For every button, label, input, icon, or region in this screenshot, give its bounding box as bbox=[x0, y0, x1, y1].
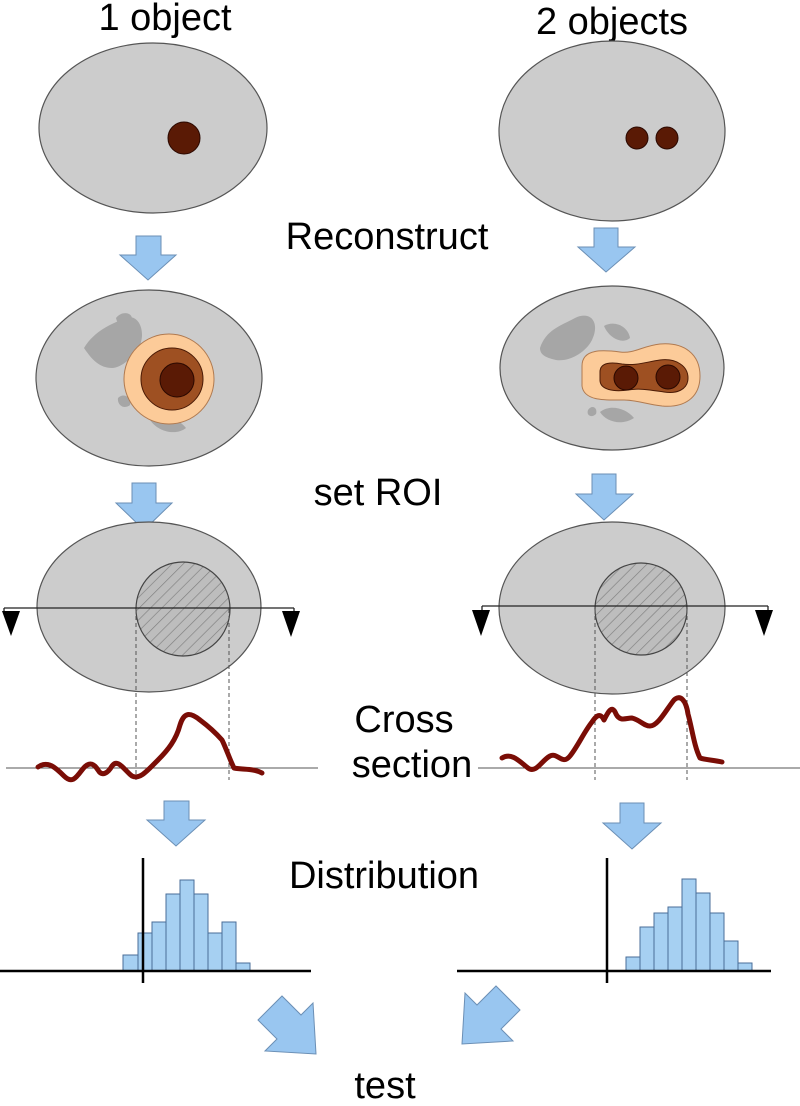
left-column-title: 1 object bbox=[98, 0, 232, 39]
right-hist-bar-2 bbox=[639, 926, 655, 972]
left-hist-bar-6 bbox=[193, 893, 209, 972]
left-reconstructed-phantom bbox=[35, 289, 263, 467]
right-hist-bar-6 bbox=[695, 892, 711, 972]
right-marker-start bbox=[472, 610, 490, 636]
right-reconstructed-phantom bbox=[499, 285, 725, 451]
left-object bbox=[167, 121, 201, 155]
right-recon-core-1 bbox=[613, 365, 639, 391]
down-arrow-right-3 bbox=[601, 802, 663, 850]
left-roi-circle bbox=[135, 561, 231, 657]
left-recon-shadow-2 bbox=[116, 313, 133, 327]
right-recon-shadow-3 bbox=[600, 407, 634, 423]
right-profile-curve bbox=[499, 695, 725, 772]
left-original-phantom bbox=[38, 42, 268, 214]
right-object-1 bbox=[625, 126, 649, 150]
down-arrow-left-1 bbox=[118, 235, 178, 281]
down-arrow-left-2 bbox=[114, 482, 174, 531]
right-object-2 bbox=[655, 126, 679, 150]
right-marker-end bbox=[755, 610, 773, 636]
left-roi-phantom bbox=[2, 521, 300, 693]
left-hist-bar-5 bbox=[179, 879, 195, 972]
left-hist-bar-1 bbox=[122, 954, 139, 972]
right-hist-bar-8 bbox=[723, 940, 739, 972]
left-recon-shadow-1 bbox=[84, 317, 143, 368]
test-label: test bbox=[354, 1065, 416, 1106]
cross-section-label-line1: Cross bbox=[354, 699, 453, 741]
reconstruct-label: Reconstruct bbox=[286, 216, 489, 258]
right-phantom-ellipse bbox=[498, 40, 726, 222]
left-hist-bar-2 bbox=[137, 932, 153, 972]
left-recon-core bbox=[159, 362, 195, 398]
left-hist-bar-8 bbox=[221, 921, 237, 972]
left-recon-shadow-3 bbox=[117, 395, 131, 408]
set-roi-label: set ROI bbox=[314, 472, 443, 514]
right-column-title: 2 objects bbox=[536, 1, 688, 43]
right-recon-shadow-4 bbox=[587, 407, 597, 417]
right-original-phantom bbox=[498, 40, 726, 222]
right-hist-bar-7 bbox=[709, 912, 725, 972]
right-hist-bar-4 bbox=[667, 906, 683, 972]
left-histogram bbox=[0, 858, 311, 983]
right-roi-circle bbox=[594, 562, 688, 656]
left-profile-curve bbox=[35, 712, 265, 783]
left-marker-start bbox=[2, 611, 20, 636]
cross-section-label-line2: section bbox=[352, 744, 472, 786]
right-recon-shadow-2 bbox=[604, 323, 630, 341]
right-hist-bar-1 bbox=[625, 956, 641, 972]
left-hist-bar-3 bbox=[151, 921, 167, 972]
right-recon-shadow-1 bbox=[540, 315, 596, 361]
left-phantom-ellipse bbox=[38, 42, 268, 214]
down-arrow-left-3 bbox=[145, 800, 207, 847]
diagonal-arrow-right bbox=[461, 985, 521, 1045]
left-marker-end bbox=[282, 611, 300, 637]
down-arrow-right-2 bbox=[574, 473, 635, 521]
diagonal-arrow-left bbox=[257, 995, 317, 1055]
left-hist-bar-4 bbox=[165, 893, 181, 972]
right-histogram bbox=[457, 858, 771, 983]
right-hist-bar-5 bbox=[681, 878, 697, 972]
right-hist-bar-3 bbox=[653, 912, 669, 972]
left-hist-bar-7 bbox=[207, 932, 223, 972]
right-recon-core-2 bbox=[655, 364, 681, 390]
right-roi-phantom bbox=[472, 521, 773, 695]
down-arrow-right-1 bbox=[576, 227, 637, 273]
distribution-label: Distribution bbox=[289, 855, 479, 897]
